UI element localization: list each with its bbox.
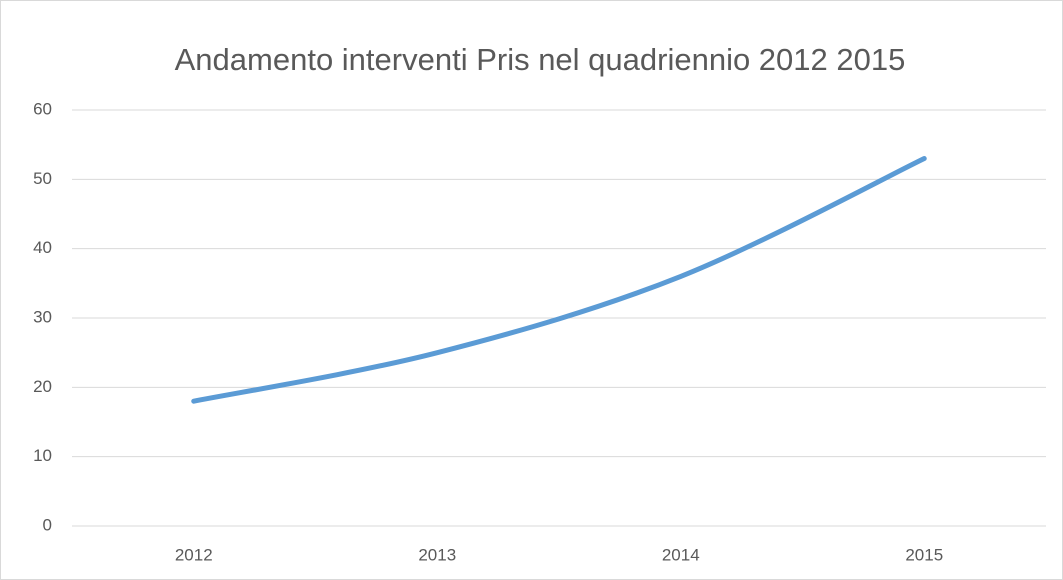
y-tick-label: 10 [33,446,52,465]
y-tick-label: 40 [33,238,52,257]
line-series [191,156,927,404]
y-tick-label: 30 [33,307,52,326]
x-tick-label: 2014 [662,545,700,564]
x-tick-label: 2013 [418,545,456,564]
x-tick-label: 2015 [905,545,943,564]
y-tick-label: 0 [43,515,52,534]
x-tick-label: 2012 [175,545,213,564]
y-tick-label: 60 [33,99,52,118]
y-tick-label: 20 [33,377,52,396]
y-tick-label: 50 [33,169,52,188]
chart-title: Andamento interventi Pris nel quadrienni… [175,42,906,77]
